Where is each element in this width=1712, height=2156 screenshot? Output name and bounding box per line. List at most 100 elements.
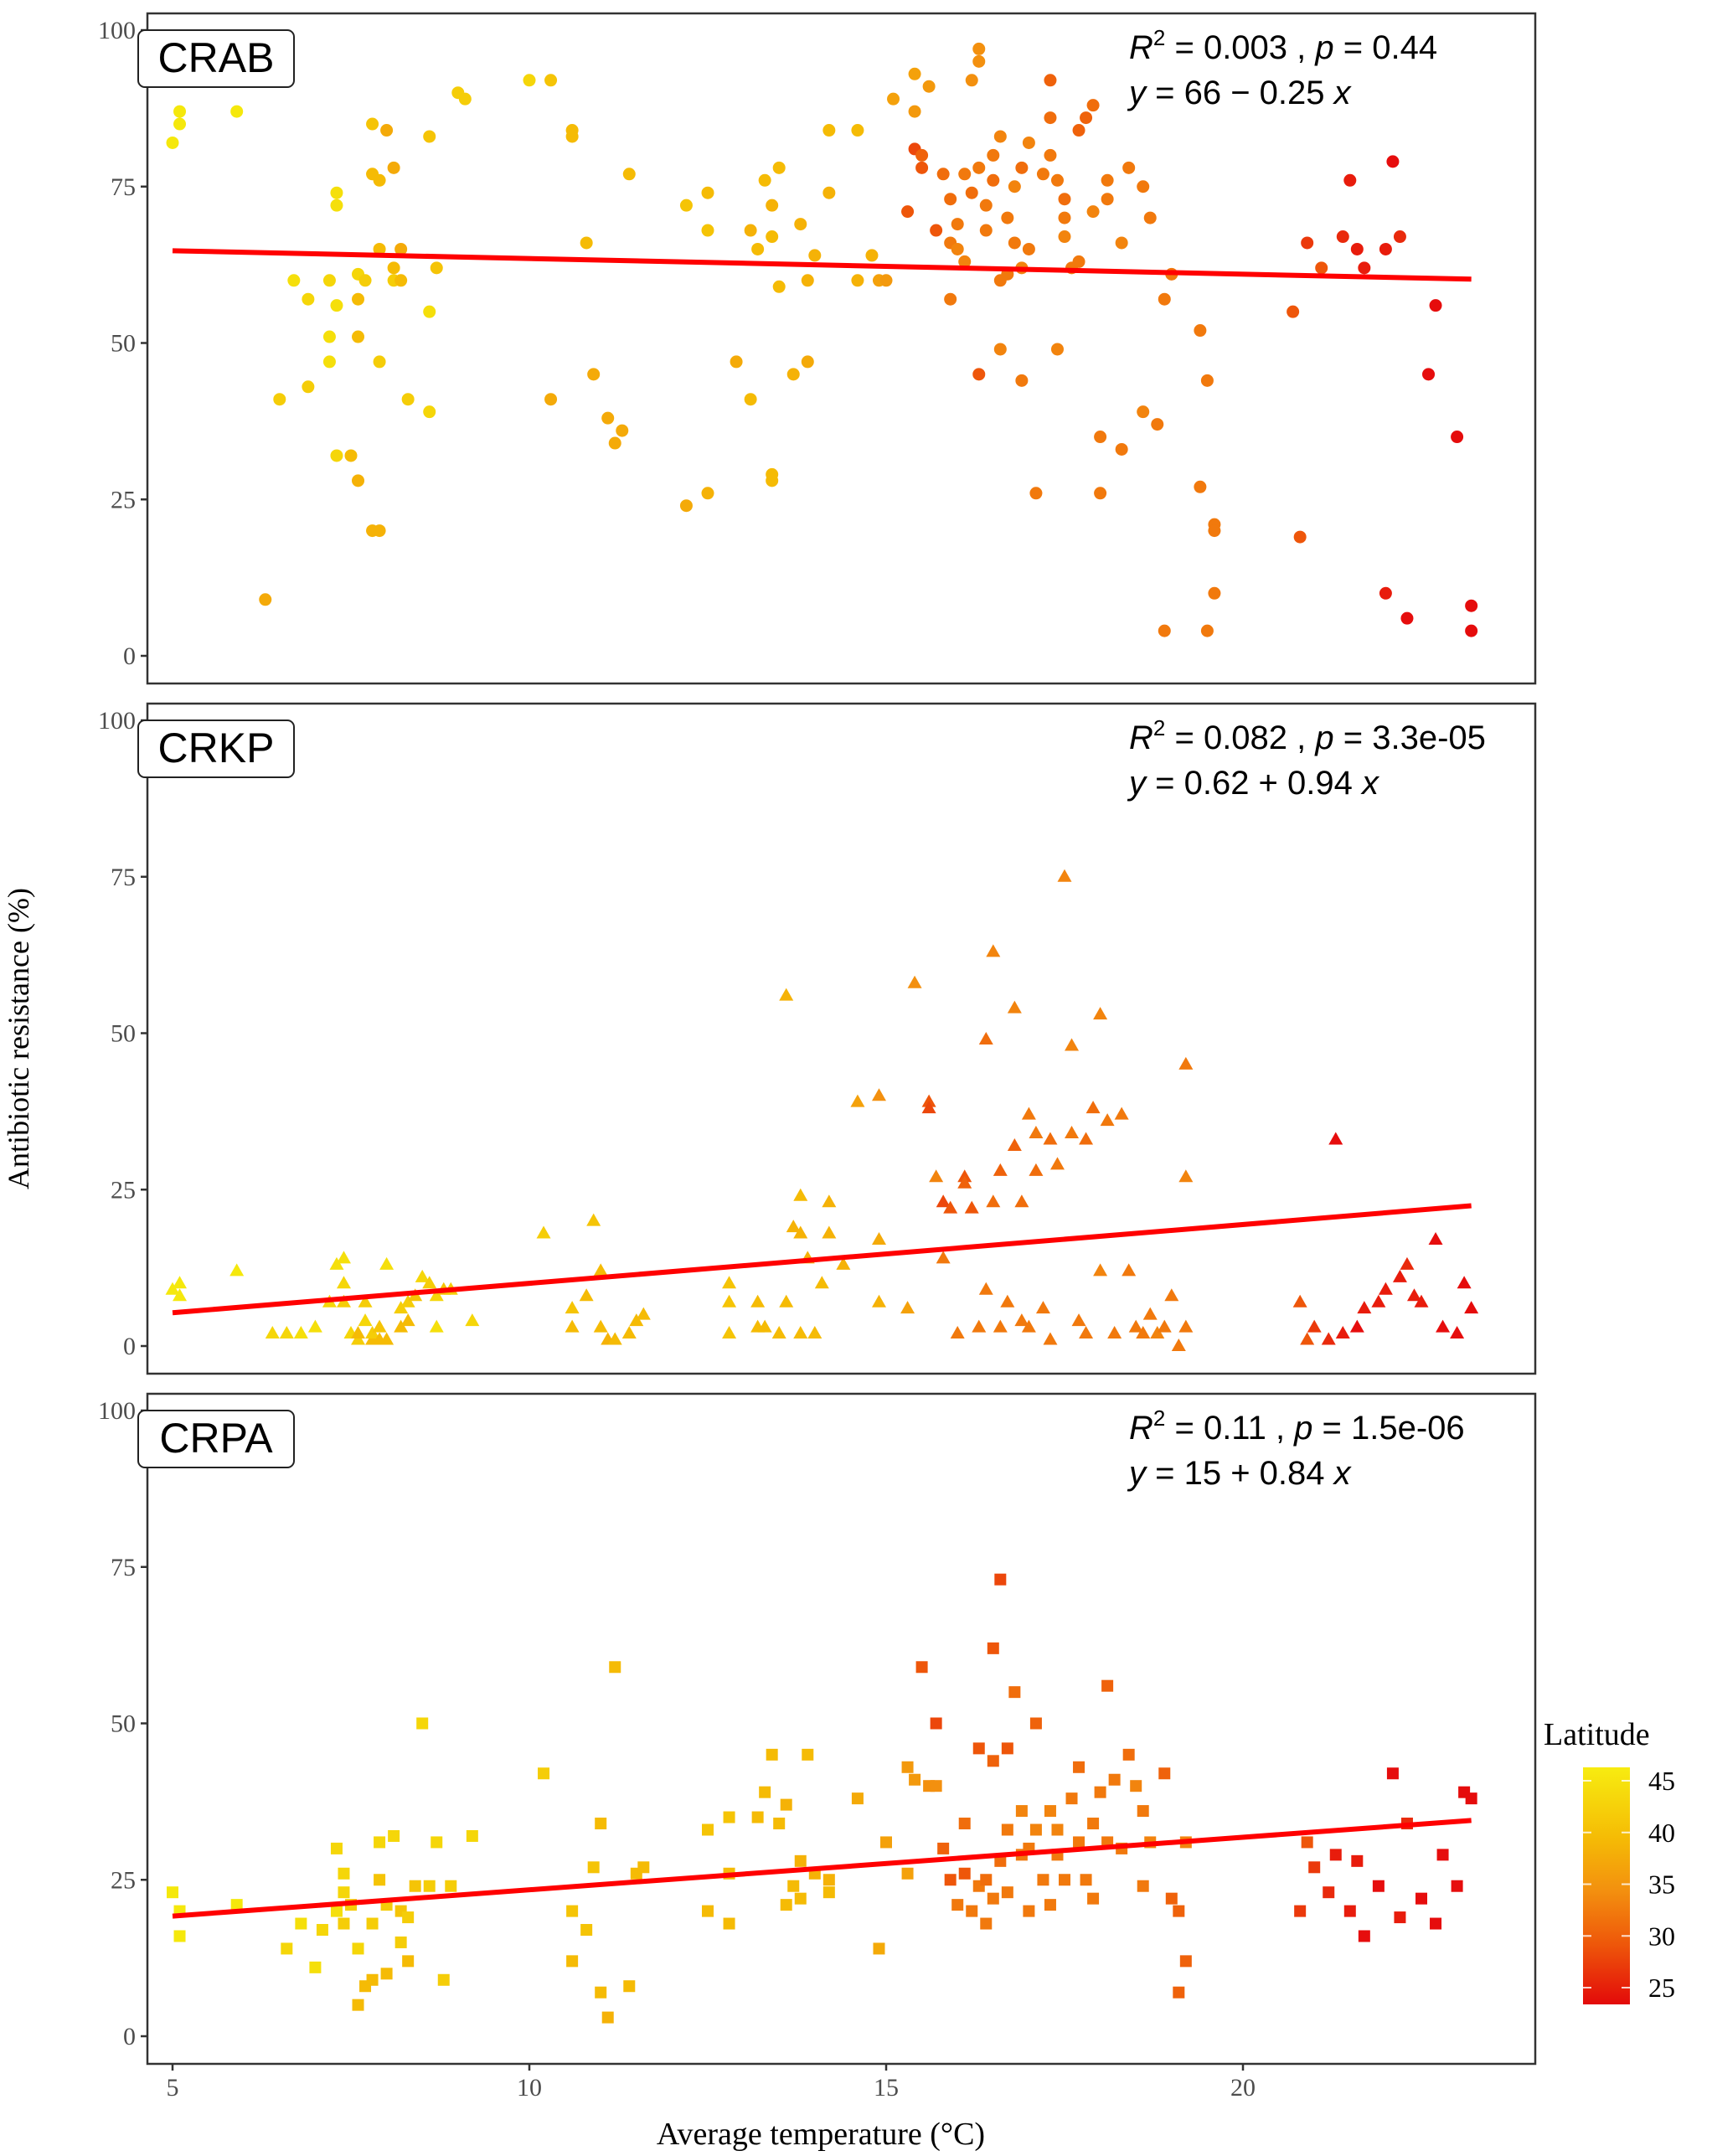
- data-point: [1307, 1319, 1322, 1333]
- data-point: [1358, 1930, 1370, 1942]
- data-point: [1122, 1748, 1135, 1761]
- data-point: [701, 186, 714, 199]
- data-point: [1394, 1911, 1406, 1924]
- data-point: [402, 1911, 415, 1924]
- data-point: [1158, 624, 1171, 637]
- r2-superscript: 2: [1153, 715, 1165, 740]
- data-point: [1008, 180, 1021, 193]
- data-point: [958, 168, 972, 181]
- data-point: [380, 1968, 393, 1980]
- data-point: [307, 1319, 322, 1333]
- data-point: [1093, 1007, 1108, 1020]
- data-point: [794, 218, 807, 231]
- r2-p-annotation: R2 = 0.082 , p = 3.3e-05: [1129, 715, 1486, 756]
- data-point: [1451, 1880, 1463, 1892]
- data-point: [230, 1899, 243, 1911]
- data-point: [1073, 1836, 1085, 1849]
- y-tick-label: 50: [111, 1710, 136, 1738]
- data-point: [993, 1319, 1008, 1333]
- data-point: [636, 1307, 651, 1320]
- data-point: [1049, 1157, 1065, 1170]
- legend-tick-label: 30: [1648, 1921, 1675, 1951]
- data-point: [430, 261, 443, 275]
- data-point: [1128, 1319, 1143, 1333]
- data-point: [1294, 1905, 1307, 1917]
- data-point: [1429, 299, 1442, 312]
- data-point: [316, 1924, 328, 1937]
- data-point: [751, 1811, 764, 1823]
- data-point: [1115, 236, 1128, 250]
- data-point: [621, 1326, 637, 1339]
- data-point: [1058, 193, 1071, 206]
- data-point: [330, 449, 343, 462]
- r2-symbol: R: [1129, 29, 1153, 66]
- data-point: [1065, 1126, 1080, 1139]
- data-point: [1029, 1163, 1044, 1176]
- data-point: [980, 1917, 993, 1930]
- data-point: [909, 1773, 921, 1786]
- data-point: [379, 1332, 394, 1345]
- r2-p-annotation: R2 = 0.003 , p = 0.44: [1129, 25, 1437, 66]
- data-point: [1007, 1137, 1022, 1151]
- data-point: [773, 1818, 786, 1830]
- data-point: [1372, 1880, 1385, 1892]
- data-point: [1085, 1101, 1101, 1114]
- panel-label-box: [137, 1410, 295, 1468]
- data-point: [431, 1836, 443, 1849]
- data-point: [1087, 1892, 1100, 1905]
- data-point: [802, 1748, 814, 1761]
- data-point: [167, 1886, 178, 1899]
- data-point: [394, 274, 408, 287]
- data-point: [622, 168, 636, 181]
- data-point: [979, 199, 993, 212]
- data-point: [1200, 374, 1214, 387]
- data-point: [629, 1313, 644, 1327]
- data-point: [793, 1225, 808, 1239]
- data-point: [772, 280, 786, 293]
- y-axis-title: Antibiotic resistance (%): [2, 888, 35, 1189]
- legend-colorbar: [1583, 1767, 1630, 2004]
- data-point: [972, 42, 986, 55]
- data-point: [1450, 1326, 1465, 1339]
- data-point: [329, 1256, 344, 1270]
- data-point: [1050, 173, 1064, 187]
- data-point: [1178, 1169, 1194, 1183]
- data-point: [1300, 1332, 1315, 1345]
- data-point: [851, 1792, 864, 1805]
- data-point: [1001, 1886, 1013, 1899]
- data-point: [338, 1867, 350, 1880]
- data-point: [309, 1961, 322, 1973]
- data-point: [536, 1225, 551, 1239]
- r2-superscript: 2: [1153, 25, 1165, 50]
- data-point: [951, 218, 964, 231]
- data-point: [1007, 1000, 1022, 1014]
- data-point: [1015, 1805, 1028, 1818]
- data-point: [1350, 242, 1364, 255]
- data-point: [1414, 1294, 1429, 1308]
- data-point: [1058, 230, 1071, 244]
- data-point: [722, 1326, 737, 1339]
- p-value: = 0.44: [1334, 29, 1437, 66]
- data-point: [1000, 1294, 1015, 1308]
- data-point: [907, 975, 922, 988]
- data-point: [1101, 1679, 1114, 1692]
- panel-frame: [146, 702, 1537, 1375]
- data-point: [1044, 1805, 1056, 1818]
- data-point: [1142, 1307, 1158, 1320]
- data-point: [400, 1313, 415, 1327]
- data-point: [358, 1313, 373, 1327]
- data-point: [936, 1194, 951, 1208]
- data-point: [958, 1867, 971, 1880]
- data-point: [1392, 1269, 1407, 1282]
- data-point: [352, 1999, 364, 2011]
- data-point: [295, 1917, 307, 1930]
- data-point: [330, 199, 343, 212]
- data-point: [173, 105, 187, 118]
- data-point: [958, 255, 972, 268]
- data-point: [566, 1905, 579, 1917]
- data-point: [1001, 1823, 1013, 1836]
- data-point: [1415, 1892, 1427, 1905]
- data-point: [423, 405, 436, 419]
- legend-tick-label: 45: [1648, 1766, 1675, 1796]
- y-tick-label: 75: [111, 1554, 136, 1581]
